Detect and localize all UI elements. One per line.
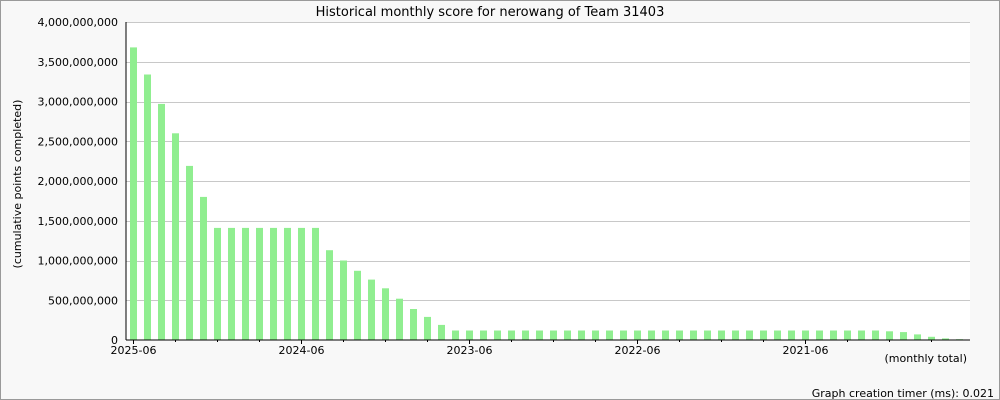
bar — [620, 330, 627, 340]
bar — [172, 133, 179, 340]
bar — [872, 330, 879, 340]
x-tick-label: 2022-06 — [615, 344, 661, 357]
bar — [200, 196, 207, 340]
bar — [522, 330, 529, 340]
y-tick-label: 2,000,000,000 — [38, 175, 118, 188]
bar — [354, 270, 361, 340]
bar — [858, 330, 865, 340]
bar — [802, 330, 809, 340]
bar — [242, 227, 249, 340]
y-tick-labels: 0 500,000,000 1,000,000,000 1,500,000,000 2,… — [38, 16, 118, 347]
bar — [886, 331, 893, 340]
y-axis-label: (cumulative points completed) — [11, 100, 24, 269]
bar — [942, 338, 949, 340]
y-tick-label: 1,500,000,000 — [38, 215, 118, 228]
x-tick-label: 2024-06 — [279, 344, 325, 357]
bar — [144, 74, 151, 340]
bar — [508, 330, 515, 340]
bar — [816, 330, 823, 340]
bar — [592, 330, 599, 340]
bar — [284, 227, 291, 340]
bar — [914, 334, 921, 340]
y-tick-label: 3,000,000,000 — [38, 96, 118, 109]
bar — [732, 330, 739, 340]
y-tick-label: 1,000,000,000 — [38, 255, 118, 268]
bar — [536, 330, 543, 340]
bar — [718, 330, 725, 340]
bar — [130, 47, 137, 341]
bar — [844, 330, 851, 340]
bar — [788, 330, 795, 340]
bar — [396, 298, 403, 340]
bar — [662, 330, 669, 340]
chart-title: Historical monthly score for nerowang of… — [316, 5, 665, 20]
bar — [494, 330, 501, 340]
bar — [676, 330, 683, 340]
bar — [214, 227, 221, 340]
bar — [704, 330, 711, 340]
bar — [270, 227, 277, 340]
bar — [830, 330, 837, 340]
y-tick-label: 500,000,000 — [48, 294, 118, 307]
bar — [900, 332, 907, 340]
y-tick-label: 4,000,000,000 — [38, 16, 118, 29]
bar — [634, 330, 641, 340]
bars — [130, 47, 963, 341]
bar — [774, 330, 781, 340]
bar — [606, 330, 613, 340]
x-axis-label: (monthly total) — [885, 352, 968, 365]
bar — [438, 324, 445, 340]
bar — [690, 330, 697, 340]
bar — [760, 330, 767, 340]
x-tick-label: 2025-06 — [111, 344, 157, 357]
axes — [125, 22, 970, 344]
bar — [382, 288, 389, 340]
bar — [480, 330, 487, 340]
grid-lines — [126, 22, 970, 301]
bar — [746, 330, 753, 340]
x-tick-labels: 2025-06 2024-06 2023-06 2022-06 2021-06 — [111, 344, 829, 357]
bar — [466, 330, 473, 340]
bar — [368, 279, 375, 340]
bar — [578, 330, 585, 340]
y-tick-label: 3,500,000,000 — [38, 56, 118, 69]
graph-timer-text: Graph creation timer (ms): 0.021 — [812, 387, 994, 400]
x-tick-label: 2023-06 — [447, 344, 493, 357]
y-tick-label: 0 — [111, 334, 118, 347]
bar — [550, 330, 557, 340]
bar — [326, 250, 333, 340]
bar — [928, 336, 935, 340]
bar — [228, 227, 235, 340]
bar — [312, 227, 319, 340]
bar — [256, 227, 263, 340]
bar — [424, 316, 431, 340]
bar — [410, 309, 417, 340]
bar — [564, 330, 571, 340]
y-tick-label: 2,500,000,000 — [38, 135, 118, 148]
bar — [648, 330, 655, 340]
bar — [452, 330, 459, 340]
x-tick-label: 2021-06 — [783, 344, 829, 357]
bar — [298, 227, 305, 340]
bar — [186, 165, 193, 340]
bar — [158, 103, 165, 341]
bar — [340, 260, 347, 340]
